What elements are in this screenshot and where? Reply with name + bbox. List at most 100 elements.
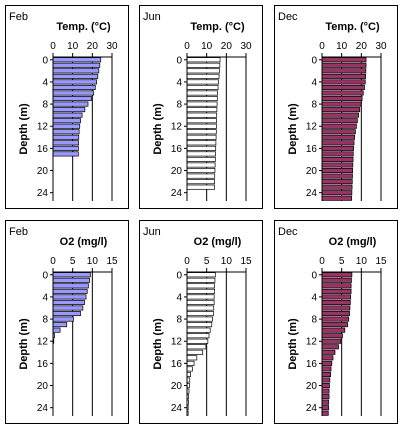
- bar: [321, 360, 333, 366]
- x-tick-label: 30: [240, 41, 252, 52]
- x-tick-label: 5: [339, 256, 345, 267]
- bar: [186, 179, 215, 185]
- bar: [52, 277, 90, 283]
- bar: [186, 151, 216, 157]
- bar: [186, 322, 213, 328]
- x-tick-label: 30: [106, 41, 118, 52]
- bar: [52, 101, 89, 107]
- bar: [52, 123, 81, 129]
- bar: [321, 383, 330, 389]
- y-tick-label: 12: [37, 337, 49, 348]
- bar: [321, 173, 353, 179]
- bar: [321, 162, 354, 168]
- bar: [321, 394, 330, 400]
- y-tick-label: 8: [311, 315, 317, 326]
- bar: [321, 366, 332, 372]
- bar: [186, 338, 209, 344]
- bar: [52, 151, 79, 157]
- bar: [186, 371, 191, 377]
- bar: [186, 118, 217, 124]
- panel-frame: [5, 220, 129, 424]
- y-tick-label: 0: [176, 55, 182, 66]
- bar: [321, 371, 332, 377]
- chart-panel-5: Jun O2 (mg/l) 0 5 10 15 0 4 8 12 16 20 24 Depth (m): [139, 220, 263, 424]
- bar: [186, 107, 218, 113]
- bar: [186, 173, 216, 179]
- x-tick-label: 5: [70, 256, 76, 267]
- bar: [52, 90, 94, 96]
- bar: [321, 283, 352, 289]
- x-tick-label: 15: [240, 256, 252, 267]
- y-tick-label: 4: [42, 77, 48, 88]
- x-tick-label: 20: [221, 41, 233, 52]
- bar: [321, 156, 354, 162]
- bar: [52, 299, 85, 305]
- bar: [186, 123, 217, 129]
- y-tick-label: 4: [311, 77, 317, 88]
- y-tick-label: 12: [306, 337, 318, 348]
- bar: [52, 294, 87, 300]
- bar: [321, 79, 366, 85]
- bar: [186, 366, 193, 372]
- x-tick-label: 20: [87, 41, 99, 52]
- bar: [321, 305, 351, 311]
- bar: [321, 73, 367, 79]
- bar: [52, 79, 98, 85]
- bar: [186, 134, 217, 140]
- bar: [321, 316, 350, 322]
- y-tick-label: 20: [171, 381, 183, 392]
- y-tick-label: 16: [306, 359, 318, 370]
- bar: [186, 294, 215, 300]
- y-tick-label: 20: [37, 381, 49, 392]
- bar: [52, 62, 101, 68]
- bar: [321, 145, 355, 151]
- y-axis-label: Depth (m): [18, 103, 30, 155]
- x-tick-label: 10: [87, 256, 99, 267]
- bar: [52, 134, 80, 140]
- bar: [321, 272, 353, 278]
- bar: [52, 118, 81, 124]
- bar: [186, 62, 221, 68]
- x-tick-label: 0: [50, 256, 56, 267]
- bar: [186, 112, 218, 118]
- bar: [52, 140, 79, 146]
- bar: [321, 184, 353, 190]
- y-tick-label: 8: [42, 315, 48, 326]
- y-tick-label: 24: [306, 188, 318, 199]
- y-tick-label: 12: [306, 122, 318, 133]
- bar: [321, 338, 342, 344]
- bar: [186, 68, 220, 74]
- bar: [321, 344, 339, 350]
- bar: [186, 272, 216, 278]
- bar: [321, 311, 350, 317]
- y-tick-label: 16: [306, 144, 318, 155]
- bar: [186, 184, 215, 190]
- x-tick-label: 5: [204, 256, 210, 267]
- bar: [321, 140, 355, 146]
- bar: [52, 305, 84, 311]
- bar: [321, 277, 352, 283]
- bar: [186, 288, 215, 294]
- y-tick-label: 8: [176, 100, 182, 111]
- bar: [186, 79, 219, 85]
- panel-frame: [274, 220, 398, 424]
- bar: [321, 294, 352, 300]
- bar: [321, 84, 365, 90]
- bar: [321, 322, 348, 328]
- x-tick-label: 15: [375, 256, 387, 267]
- y-tick-label: 12: [171, 337, 183, 348]
- chart-panel-6: Dec O2 (mg/l) 0 5 10 15 0 4 8 12 16 20 24 Depth (m): [274, 220, 398, 424]
- bar: [52, 84, 96, 90]
- y-axis-label: Depth (m): [152, 318, 164, 370]
- bar: [52, 272, 91, 278]
- x-tick-label: 0: [50, 41, 56, 52]
- bar: [321, 90, 364, 96]
- panel-label: Jun: [143, 226, 161, 238]
- panel-frame: [5, 5, 129, 209]
- x-tick-label: 0: [319, 41, 325, 52]
- bar: [186, 96, 218, 102]
- bar: [186, 333, 210, 339]
- bar: [321, 333, 343, 339]
- x-tick-label: 10: [336, 41, 348, 52]
